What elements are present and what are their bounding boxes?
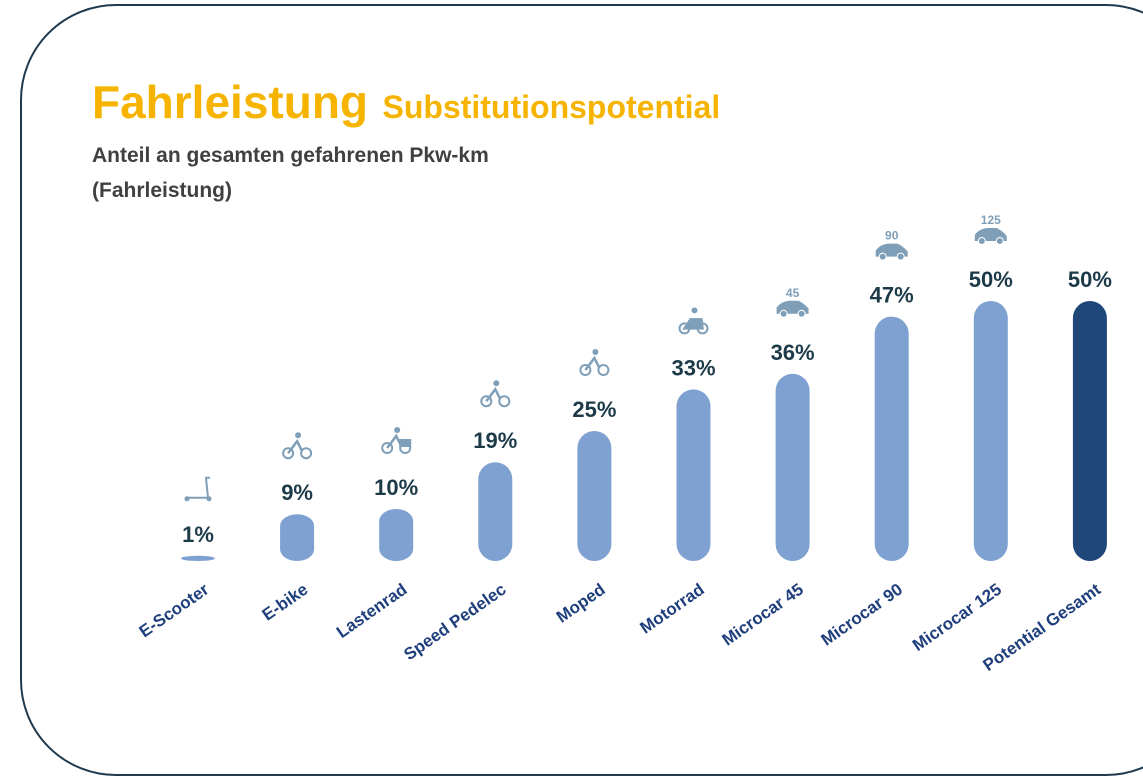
icon: 125 — [974, 213, 1007, 245]
icon — [282, 432, 313, 460]
icon-label: 125 — [981, 213, 1001, 227]
icon — [579, 349, 610, 376]
icon-label: 45 — [786, 286, 800, 300]
bar — [379, 509, 414, 561]
bar — [577, 431, 612, 561]
icon-shape — [186, 476, 210, 499]
bar — [973, 301, 1008, 561]
chart-title: Fahrleistung Substitutionspotential — [92, 76, 720, 128]
value-label: 9% — [281, 480, 313, 505]
subtitle: Anteil an gesamten gefahrenen Pkw-km — [92, 144, 489, 167]
icon-shape — [381, 442, 394, 454]
bar — [280, 514, 315, 561]
icon-shape — [995, 237, 1004, 245]
icon-shape — [797, 309, 806, 318]
value-label: 10% — [374, 475, 418, 500]
icon — [184, 476, 212, 502]
icon — [480, 380, 511, 408]
value-label: 19% — [473, 428, 517, 453]
icon-shape — [498, 395, 511, 408]
icon: 45 — [776, 286, 809, 318]
title-suffix: Substitutionspotential — [382, 89, 720, 125]
bar — [181, 555, 215, 561]
value-label: 1% — [182, 522, 214, 547]
frame — [20, 4, 1143, 776]
icon-shape — [480, 395, 493, 408]
bar — [676, 389, 711, 561]
icon-shape — [287, 438, 304, 454]
icon-shape — [295, 432, 302, 439]
value-label: 33% — [671, 355, 715, 380]
value-label: 50% — [969, 267, 1013, 292]
icon-shape — [592, 349, 599, 355]
icon-shape — [282, 447, 295, 460]
icon-shape — [584, 355, 601, 371]
icon: 90 — [875, 229, 908, 261]
bar — [874, 316, 909, 561]
icon-label: 90 — [885, 229, 899, 243]
icon — [381, 427, 412, 454]
icon-shape — [206, 496, 212, 502]
icon-shape — [399, 439, 412, 447]
icon-shape — [184, 496, 190, 502]
bar — [775, 373, 810, 561]
icon-shape — [579, 364, 592, 376]
value-label: 50% — [1068, 267, 1112, 292]
icon-shape — [597, 364, 610, 376]
icon-shape — [485, 386, 502, 402]
title-main: Fahrleistung — [92, 76, 368, 128]
subtitle: (Fahrleistung) — [92, 179, 232, 202]
value-label: 47% — [870, 283, 914, 308]
icon-shape — [977, 237, 986, 245]
bar — [478, 462, 513, 561]
icon-shape — [896, 252, 905, 261]
icon-shape — [878, 252, 887, 261]
bar — [1072, 301, 1107, 561]
icon-shape — [682, 318, 704, 330]
value-label: 36% — [771, 340, 815, 365]
icon-shape — [394, 427, 401, 433]
value-label: 25% — [572, 397, 616, 422]
icon-shape — [779, 309, 788, 318]
icon-shape — [300, 447, 313, 460]
icon-shape — [691, 307, 698, 314]
icon — [678, 307, 709, 335]
icon-shape — [493, 380, 500, 387]
